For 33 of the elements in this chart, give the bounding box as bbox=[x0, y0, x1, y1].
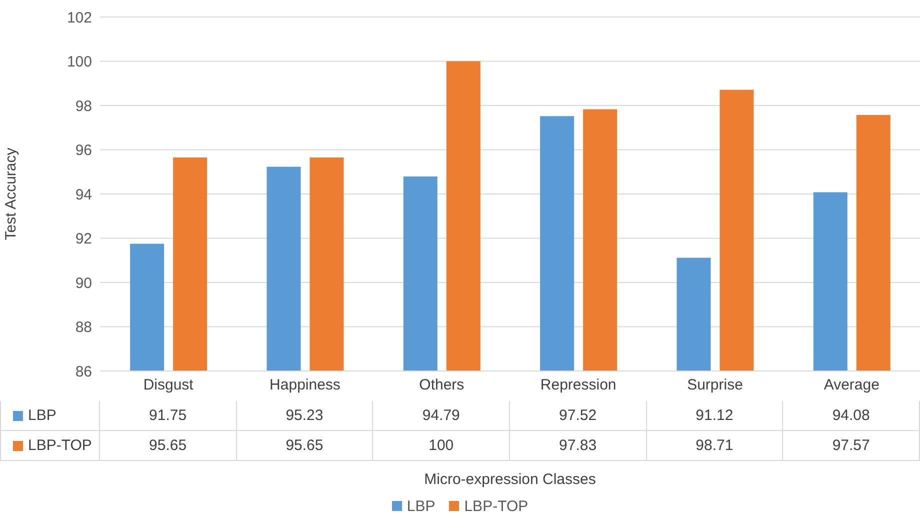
x-tick-label: Repression bbox=[540, 376, 616, 394]
data-label: 95.23 bbox=[236, 401, 374, 430]
text: LBP bbox=[406, 498, 436, 514]
data-label: 97.57 bbox=[783, 431, 920, 460]
data-label: 97.83 bbox=[510, 431, 647, 460]
y-tick-label: 88 bbox=[75, 319, 92, 336]
text: LBP-TOP bbox=[464, 498, 528, 514]
y-tick-label: 90 bbox=[75, 274, 92, 292]
x-tick-label: Others bbox=[419, 376, 464, 394]
text: Micro-expression Classes bbox=[423, 471, 597, 490]
y-tick-label: 92 bbox=[75, 230, 92, 248]
y-tick-label: 100 bbox=[66, 54, 92, 71]
x-tick-label: Disgust bbox=[143, 376, 194, 394]
x-tick-label: Average bbox=[824, 376, 880, 394]
legend-label: LBP bbox=[28, 407, 56, 424]
y-tick-label: 98 bbox=[75, 98, 92, 115]
y-tick-label: 96 bbox=[75, 142, 92, 160]
data-label: 95.65 bbox=[236, 431, 374, 460]
y-axis-title: Test Accuracy bbox=[2, 147, 20, 240]
data-label: 94.79 bbox=[373, 401, 510, 430]
data-label: 91.12 bbox=[646, 401, 784, 430]
y-tick-label: 86 bbox=[75, 363, 92, 380]
data-label: 100 bbox=[373, 431, 510, 460]
x-tick-label: Happiness bbox=[270, 376, 340, 394]
data-label: 91.75 bbox=[100, 401, 237, 430]
data-label: 95.65 bbox=[100, 431, 237, 460]
data-label: 94.08 bbox=[783, 401, 920, 430]
data-label: 97.52 bbox=[510, 401, 647, 430]
data-label: 98.71 bbox=[646, 431, 784, 460]
y-tick-label: 102 bbox=[66, 9, 92, 26]
x-tick-label: Surprise bbox=[687, 376, 743, 394]
y-tick-label: 94 bbox=[75, 186, 92, 204]
legend-label: LBP-TOP bbox=[28, 437, 92, 454]
